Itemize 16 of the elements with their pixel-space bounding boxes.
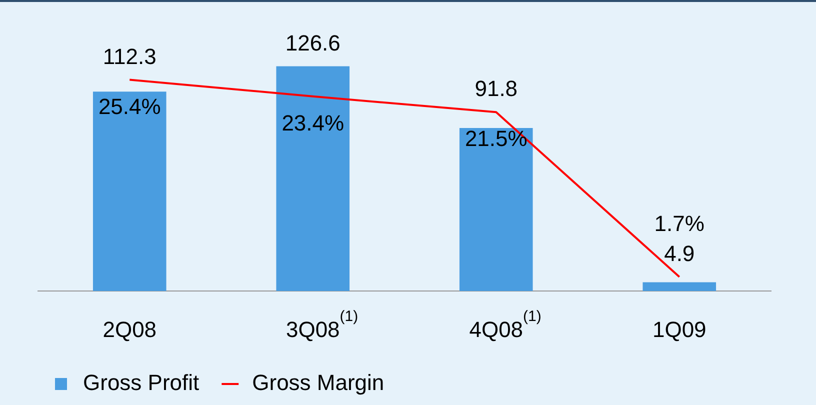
data-label: 23.4% xyxy=(282,110,344,136)
data-label: 126.6 xyxy=(285,30,340,56)
data-label: 112.3 xyxy=(102,44,156,69)
x-tick-label: 1Q09 xyxy=(652,317,706,342)
legend-label: Gross Profit xyxy=(83,370,200,396)
bar xyxy=(92,92,166,291)
bar xyxy=(642,282,716,291)
data-label: 21.5% xyxy=(464,126,528,152)
data-label: 1.7% xyxy=(654,210,704,236)
x-tick-label: 2Q08 xyxy=(102,317,157,342)
bar xyxy=(276,66,350,291)
bar xyxy=(459,128,533,291)
legend-label: Gross Margin xyxy=(252,370,384,396)
data-label: 91.8 xyxy=(474,76,518,102)
data-label: 25.4% xyxy=(98,94,161,119)
data-label: 4.9 xyxy=(664,240,695,266)
